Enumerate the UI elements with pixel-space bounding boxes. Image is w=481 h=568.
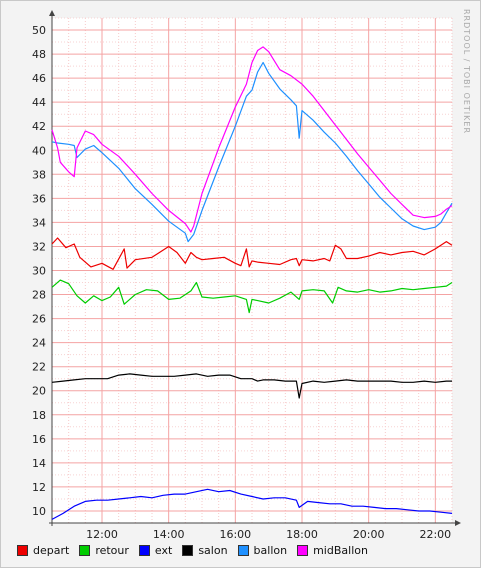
legend-item-midBallon: midBallon [297, 544, 368, 557]
legend-swatch [17, 545, 28, 556]
series-line-midBallon [51, 46, 453, 233]
x-tick-label: 12:00 [86, 528, 118, 541]
y-tick-label: 22 [32, 361, 46, 374]
legend-item-retour: retour [79, 544, 129, 557]
y-tick-label: 30 [32, 265, 46, 278]
x-axis-arrow [455, 520, 461, 526]
x-tick-label: 18:00 [286, 528, 318, 541]
legend-swatch [138, 545, 150, 556]
y-tick-label: 34 [32, 216, 46, 229]
series-line-retour [51, 279, 453, 314]
legend-swatch [79, 545, 91, 556]
legend-label: ext [154, 544, 173, 557]
series-line-ballon [51, 61, 453, 243]
y-tick-label: 36 [32, 192, 46, 205]
y-tick-label: 18 [32, 409, 46, 422]
legend-item-ext: ext [138, 544, 173, 557]
legend-label: midBallon [313, 544, 368, 557]
legend-label: retour [95, 544, 129, 557]
x-tick-label: 20:00 [353, 528, 385, 541]
y-tick-label: 10 [32, 505, 46, 518]
y-tick-label: 44 [32, 96, 46, 109]
legend-item-depart: depart [17, 544, 69, 557]
y-tick-label: 28 [32, 289, 46, 302]
y-axis-arrow [49, 10, 55, 16]
legend-item-ballon: ballon [237, 544, 288, 557]
y-tick-label: 24 [32, 337, 46, 350]
y-tick-label: 50 [32, 24, 46, 37]
legend-swatch [237, 545, 249, 556]
series-line-ext [51, 488, 453, 520]
y-tick-label: 46 [32, 72, 46, 85]
legend-swatch [182, 545, 194, 556]
y-tick-label: 20 [32, 385, 46, 398]
y-tick-label: 48 [32, 48, 46, 61]
legend: depart retour ext salon ballon midBallon [17, 544, 378, 557]
series-line-depart [51, 237, 453, 270]
y-tick-label: 14 [32, 457, 46, 470]
series-line-salon [51, 373, 452, 399]
x-tick-label: 16:00 [219, 528, 251, 541]
y-tick-label: 16 [32, 433, 46, 446]
watermark: RRDTOOL / TOBI OETIKER [462, 9, 471, 135]
y-tick-label: 42 [32, 120, 46, 133]
y-tick-label: 12 [32, 481, 46, 494]
x-tick-label: 22:00 [419, 528, 451, 541]
y-tick-label: 38 [32, 168, 46, 181]
legend-label: salon [198, 544, 228, 557]
y-tick-label: 26 [32, 313, 46, 326]
y-tick-label: 32 [32, 240, 46, 253]
y-tick-label: 40 [32, 144, 46, 157]
line-chart: 10 12 14 16 18 20 22 24 26 28 30 32 34 36 38 40 42 44 46 48… [32, 10, 461, 541]
legend-label: ballon [253, 544, 288, 557]
legend-swatch [297, 545, 309, 556]
legend-label: depart [33, 544, 70, 557]
x-tick-label: 14:00 [153, 528, 185, 541]
legend-item-salon: salon [182, 544, 228, 557]
